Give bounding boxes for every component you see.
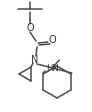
Text: O: O bbox=[48, 35, 56, 45]
Text: O: O bbox=[26, 23, 34, 33]
Text: N: N bbox=[31, 55, 39, 65]
Text: HN: HN bbox=[46, 64, 59, 72]
